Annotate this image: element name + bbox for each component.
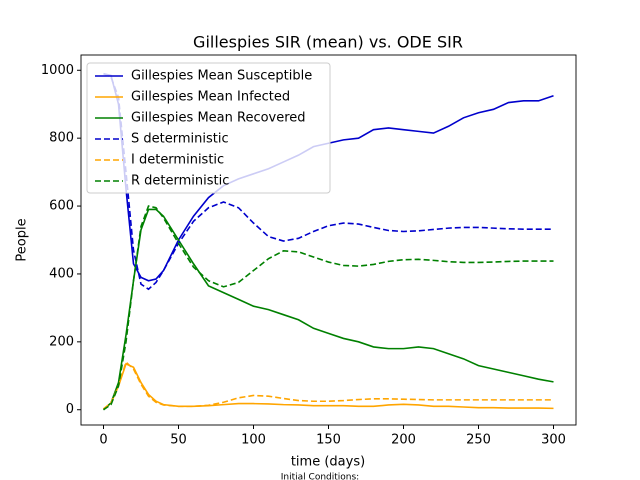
x-tick-label: 50	[170, 433, 187, 448]
x-tick-label: 300	[541, 433, 566, 448]
legend-label: S deterministic	[131, 132, 229, 147]
x-tick-label: 200	[391, 433, 416, 448]
footnote: Initial Conditions:	[281, 473, 359, 480]
series-line	[102, 208, 554, 411]
y-tick-label: 400	[49, 266, 74, 281]
plot-frame	[80, 54, 577, 426]
legend-label: Gillespies Mean Recovered	[131, 111, 306, 126]
x-tick-label: 0	[99, 433, 107, 448]
series-line	[102, 362, 554, 410]
series-line	[103, 72, 554, 291]
legend-label: Gillespies Mean Infected	[131, 90, 290, 105]
x-tick-label: 100	[241, 433, 266, 448]
x-tick-label: 150	[316, 433, 341, 448]
y-tick-label: 600	[49, 199, 74, 214]
x-axis-label: time (days)	[291, 455, 365, 470]
legend-label: Gillespies Mean Susceptible	[131, 69, 312, 84]
legend-box	[86, 62, 331, 194]
x-tick-label: 250	[466, 433, 491, 448]
y-axis-label: People	[15, 218, 30, 261]
y-tick-label: 1000	[41, 63, 74, 78]
y-tick-label: 800	[49, 131, 74, 146]
y-tick-label: 200	[49, 334, 74, 349]
legend-label: R deterministic	[131, 174, 229, 189]
y-tick-label: 0	[66, 402, 74, 417]
chart-title: Gillespies SIR (mean) vs. ODE SIR	[193, 33, 463, 52]
legend-label: I deterministic	[131, 153, 224, 168]
series-line	[102, 360, 554, 410]
